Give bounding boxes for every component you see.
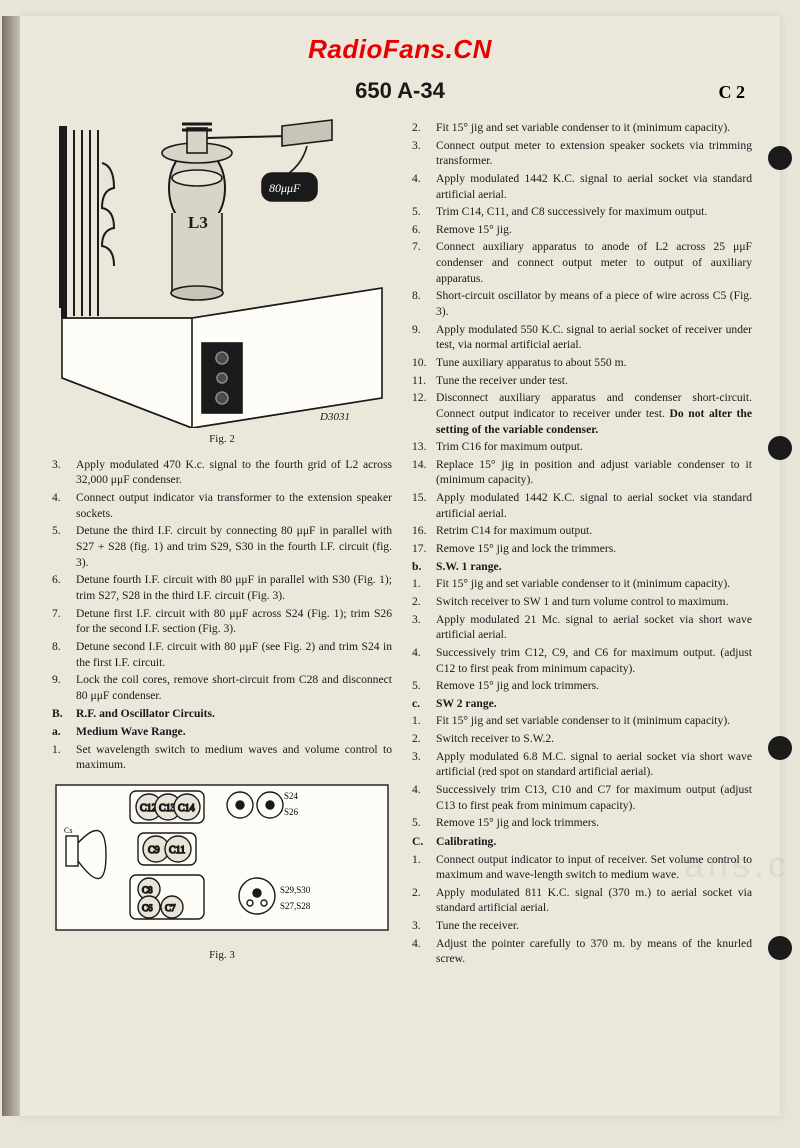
list-item: 2.Switch receiver to S.W.2.: [412, 731, 752, 747]
punch-hole: [768, 936, 792, 960]
list-item: 8.Detune second I.F. circuit with 80 μμF…: [52, 639, 392, 670]
list-item: 3.Connect output meter to extension spea…: [412, 138, 752, 169]
fig2-cap-label: 80μμF: [269, 181, 301, 195]
list-item: 1.Connect output indicator to input of r…: [412, 852, 752, 883]
page: RadioFans.CN 650 A-34 C 2 ans.c: [20, 16, 780, 1116]
list-item: 2.Apply modulated 811 K.C. signal (370 m…: [412, 885, 752, 916]
list-item: 5.Detune the third I.F. circuit by conne…: [52, 523, 392, 570]
content-columns: L3 80μμF D3031 Fig. 2 3.Apply modulated …: [52, 118, 752, 1096]
subsection-a-heading: a. Medium Wave Range.: [52, 724, 392, 740]
svg-text:C6: C6: [142, 903, 153, 913]
list-item: 17.Remove 15° jig and lock the trimmers.: [412, 541, 752, 557]
svg-text:C11: C11: [169, 845, 185, 856]
svg-text:S29,S30: S29,S30: [280, 885, 311, 895]
page-code: C 2: [719, 82, 746, 103]
fig2-code: D3031: [319, 411, 350, 423]
svg-text:C9: C9: [148, 845, 160, 856]
punch-hole: [768, 436, 792, 460]
list-item: 4.Connect output indicator via transform…: [52, 490, 392, 521]
list-item: 9.Lock the coil cores, remove short-circ…: [52, 672, 392, 703]
list-item: 3.Apply modulated 6.8 M.C. signal to aer…: [412, 749, 752, 780]
list-item: 3.Apply modulated 470 K.c. signal to the…: [52, 457, 392, 488]
figure-3: C12 C13 C14 C9 C11 C8 C6 C7: [52, 781, 392, 946]
list-item: 6.Remove 15° jig.: [412, 222, 752, 238]
figure-2: L3 80μμF D3031: [52, 118, 392, 428]
list-item: 1.Set wavelength switch to medium waves …: [52, 742, 392, 773]
left-column: L3 80μμF D3031 Fig. 2 3.Apply modulated …: [52, 118, 392, 1096]
list-item: 9.Apply modulated 550 K.C. signal to aer…: [412, 322, 752, 353]
punch-hole: [768, 146, 792, 170]
list-item: 3.Tune the receiver.: [412, 918, 752, 934]
list-item: 10.Tune auxiliary apparatus to about 550…: [412, 355, 752, 371]
svg-text:C7: C7: [165, 903, 176, 913]
document-title: 650 A-34: [355, 78, 445, 103]
list-item: 5.Remove 15° jig and lock trimmers.: [412, 678, 752, 694]
list-item: 16.Retrim C14 for maximum output.: [412, 523, 752, 539]
watermark-text: RadioFans.CN: [308, 34, 492, 65]
svg-text:C14: C14: [178, 803, 195, 814]
subsection-b-heading: b. S.W. 1 range.: [412, 559, 752, 575]
svg-text:C8: C8: [142, 885, 153, 895]
list-item: 2.Fit 15° jig and set variable condenser…: [412, 120, 752, 136]
svg-text:Cs: Cs: [64, 826, 72, 835]
svg-text:S26: S26: [284, 807, 299, 817]
right-column: 2.Fit 15° jig and set variable condenser…: [412, 118, 752, 1096]
list-item: 13.Trim C16 for maximum output.: [412, 439, 752, 455]
list-item: 11.Tune the receiver under test.: [412, 373, 752, 389]
list-item: 5.Trim C14, C11, and C8 successively for…: [412, 204, 752, 220]
section-b-heading: B. R.F. and Oscillator Circuits.: [52, 706, 392, 722]
subsection-c-heading: c. SW 2 range.: [412, 696, 752, 712]
binding-gutter: [2, 16, 20, 1116]
figure-2-caption: Fig. 2: [52, 432, 392, 447]
list-item: 4.Successively trim C13, C10 and C7 for …: [412, 782, 752, 813]
list-item: 4.Adjust the pointer carefully to 370 m.…: [412, 936, 752, 967]
list-item: 4.Successively trim C12, C9, and C6 for …: [412, 645, 752, 676]
list-item: 8.Short-circuit oscillator by means of a…: [412, 288, 752, 319]
svg-text:S27,S28: S27,S28: [280, 901, 311, 911]
list-item: 4.Apply modulated 1442 K.C. signal to ae…: [412, 171, 752, 202]
section-c-heading: C. Calibrating.: [412, 834, 752, 850]
svg-text:C13: C13: [159, 803, 176, 814]
list-item: 5.Remove 15° jig and lock trimmers.: [412, 815, 752, 831]
list-item: 6.Detune fourth I.F. circuit with 80 μμF…: [52, 572, 392, 603]
list-item: 12.Disconnect auxiliary apparatus and co…: [412, 390, 752, 437]
list-item: 3.Apply modulated 21 Mc. signal to aeria…: [412, 612, 752, 643]
list-item: 1.Fit 15° jig and set variable condenser…: [412, 576, 752, 592]
list-item: 14.Replace 15° jig in position and adjus…: [412, 457, 752, 488]
list-item: 1.Fit 15° jig and set variable condenser…: [412, 713, 752, 729]
list-item: 15.Apply modulated 1442 K.C. signal to a…: [412, 490, 752, 521]
fig2-l3-label: L3: [188, 213, 208, 232]
svg-text:C12: C12: [140, 803, 157, 814]
punch-hole: [768, 736, 792, 760]
figure-3-caption: Fig. 3: [52, 948, 392, 963]
page-header: 650 A-34 C 2: [20, 78, 780, 104]
list-item: 7.Connect auxiliary apparatus to anode o…: [412, 239, 752, 286]
list-item: 7.Detune first I.F. circuit with 80 μμF …: [52, 606, 392, 637]
svg-text:S24: S24: [284, 791, 299, 801]
list-item: 2.Switch receiver to SW 1 and turn volum…: [412, 594, 752, 610]
